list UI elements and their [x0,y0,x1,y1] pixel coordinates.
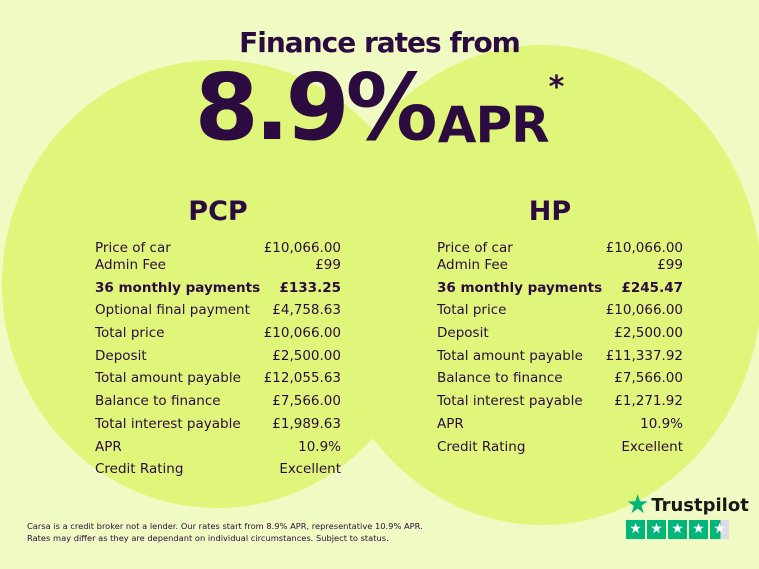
row-label: Price of car [437,240,513,256]
row-value: £10,066.00 [263,325,341,342]
table-row: 36 monthly payments £245.47 [437,280,683,303]
table-row: Deposit £2,500.00 [437,325,683,348]
row-label: Total interest payable [437,393,583,410]
table-row: Balance to finance £7,566.00 [437,370,683,393]
pcp-table: Price of car £10,066.00 Admin Fee £99 36 mon… [95,240,341,484]
row-value: £12,055.63 [263,370,341,387]
row-value: £1,989.63 [272,415,341,432]
hp-table: Price of car £10,066.00 Admin Fee £99 36 mon… [437,240,683,461]
headline-intro: Finance rates from [239,26,521,59]
table-row: Admin Fee £99 [437,257,683,280]
row-label: Deposit [437,325,489,342]
table-row: Total amount payable £11,337.92 [437,348,683,371]
row-value: £10,066.00 [605,240,683,256]
table-row: APR 10.9% [95,439,341,462]
rating-star-icon: ★ [689,520,708,539]
row-value: £1,271.92 [614,393,683,410]
table-row: Total amount payable £12,055.63 [95,370,341,393]
row-value: £133.25 [279,279,342,296]
row-value: £99 [315,257,341,273]
row-label: 36 monthly payments [95,279,261,296]
row-label: APR [437,415,464,432]
table-row: 36 monthly payments £133.25 [95,280,341,303]
row-label: Total price [95,325,165,342]
rate-asterisk: * [548,70,565,105]
table-row: Admin Fee £99 [95,257,341,280]
table-row: Balance to finance £7,566.00 [95,393,341,416]
rating-star-icon: ★ [668,520,687,539]
hp-title: HP [528,196,572,227]
row-label: APR [95,438,122,455]
row-value: £11,337.92 [605,347,683,364]
disclaimer-line: Carsa is a credit broker not a lender. O… [27,521,423,531]
row-label: Balance to finance [95,393,221,410]
rating-star-icon: ★ [710,520,729,539]
row-label: Total interest payable [95,415,241,432]
trustpilot-name: Trustpilot [651,494,749,516]
table-row: Total interest payable £1,989.63 [95,416,341,439]
rating-star-icon: ★ [626,520,645,539]
table-row: Price of car £10,066.00 [437,240,683,257]
row-label: Price of car [95,240,171,256]
row-value: £7,566.00 [614,370,683,387]
row-value: £4,758.63 [272,302,341,319]
row-value: Excellent [621,438,683,455]
row-value: £10,066.00 [263,240,341,256]
row-value: Excellent [279,461,341,478]
table-row: Total price £10,066.00 [95,325,341,348]
table-row: Total interest payable £1,271.92 [437,393,683,416]
row-value: 10.9% [298,438,341,455]
table-row: Deposit £2,500.00 [95,348,341,371]
pcp-title: PCP [188,196,248,227]
table-row: Credit Rating Excellent [437,439,683,462]
row-label: Optional final payment [95,302,250,319]
table-row: Price of car £10,066.00 [95,240,341,257]
row-label: Admin Fee [437,257,508,273]
row-label: 36 monthly payments [437,279,603,296]
row-label: Credit Rating [95,461,184,478]
trustpilot-logo: ★ Trustpilot [626,490,749,520]
rate-suffix: APR [437,96,550,154]
table-row: APR 10.9% [437,416,683,439]
table-row: Optional final payment £4,758.63 [95,302,341,325]
star-icon: ★ [626,490,650,520]
headline-rate: 8.9% APR * [0,54,759,161]
row-value: £7,566.00 [272,393,341,410]
disclaimer-line: Rates may differ as they are dependant o… [27,533,389,543]
table-row: Credit Rating Excellent [95,461,341,484]
row-label: Credit Rating [437,438,526,455]
trustpilot-badge[interactable]: ★ Trustpilot ★ ★ ★ ★ ★ [626,490,749,539]
table-row: Total price £10,066.00 [437,302,683,325]
disclaimer: Carsa is a credit broker not a lender. O… [27,520,423,544]
row-label: Deposit [95,347,147,364]
row-label: Total amount payable [95,370,241,387]
row-label: Total price [437,302,507,319]
rating-star-icon: ★ [647,520,666,539]
row-label: Balance to finance [437,370,563,387]
row-value: 10.9% [640,415,683,432]
right-circle-decoration [322,45,759,525]
row-value: £2,500.00 [614,325,683,342]
row-label: Admin Fee [95,257,166,273]
row-value: £10,066.00 [605,302,683,319]
rate-value: 8.9% [194,54,438,161]
trustpilot-rating: ★ ★ ★ ★ ★ [626,520,749,539]
row-value: £2,500.00 [272,347,341,364]
row-value: £99 [657,257,683,273]
row-label: Total amount payable [437,347,583,364]
row-value: £245.47 [621,279,684,296]
